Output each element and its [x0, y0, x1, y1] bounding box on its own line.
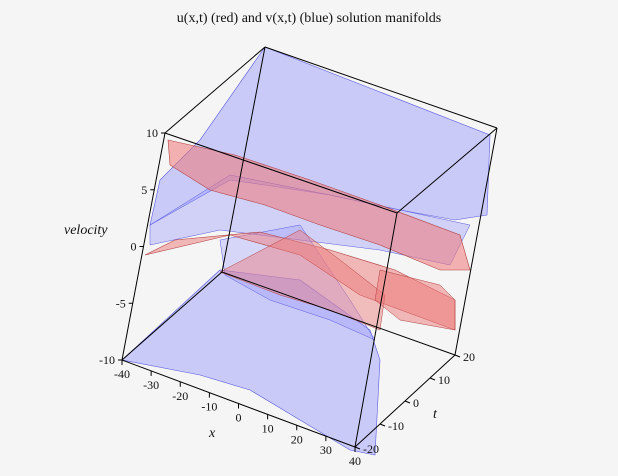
- z-axis-label: velocity: [64, 223, 108, 238]
- t-tick-mark: [404, 400, 411, 404]
- box-edge: [164, 46, 266, 134]
- t-tick-label: 0: [413, 396, 419, 410]
- t-tick-mark: [379, 423, 386, 427]
- t-tick-label: -10: [388, 419, 404, 433]
- x-tick-label: 40: [349, 454, 361, 468]
- x-tick-label: -40: [114, 367, 130, 381]
- box-edge: [164, 132, 398, 214]
- t-tick-label: 20: [463, 350, 475, 364]
- z-tick-label: 10: [146, 126, 158, 140]
- box-edge: [121, 271, 223, 361]
- x-tick-label: -30: [143, 378, 159, 392]
- z-tick-label: 0: [131, 240, 137, 254]
- box-edge: [221, 46, 266, 273]
- z-tick-label: 5: [141, 183, 147, 197]
- u-surface-lower: [219, 229, 386, 331]
- surfaces: [121, 46, 491, 456]
- z-tick-label: -10: [99, 353, 115, 367]
- x-tick-label: 10: [262, 421, 274, 435]
- t-tick-mark: [354, 446, 361, 450]
- t-tick-label: 10: [438, 373, 450, 387]
- x-tick-label: 30: [320, 443, 332, 457]
- box-edge: [221, 271, 456, 356]
- box-edge: [354, 212, 398, 448]
- v-surface-lower: [121, 269, 381, 456]
- t-tick-mark: [454, 354, 461, 358]
- x-tick-label: -20: [172, 389, 188, 403]
- box-edge: [396, 127, 498, 214]
- box-edge: [264, 46, 498, 129]
- z-tick-label: -5: [116, 296, 126, 310]
- tick-labels: -10-50510-40-30-20-10010203040-20-100102…: [99, 126, 475, 468]
- x-tick-label: -10: [201, 400, 217, 414]
- t-tick-mark: [429, 377, 436, 381]
- x-axis-label: x: [208, 426, 216, 441]
- y-axis-label: t: [433, 407, 438, 422]
- box-edge: [454, 127, 498, 356]
- x-tick-label: 20: [291, 432, 303, 446]
- x-tick-label: 0: [236, 411, 242, 425]
- v-surface-lower-fold: [219, 224, 376, 341]
- t-tick-label: -20: [363, 442, 379, 456]
- chart-title: u(x,t) (red) and v(x,t) (blue) solution …: [177, 11, 441, 26]
- u-surface-upper: [167, 139, 471, 271]
- u-surface-tail: [374, 269, 456, 331]
